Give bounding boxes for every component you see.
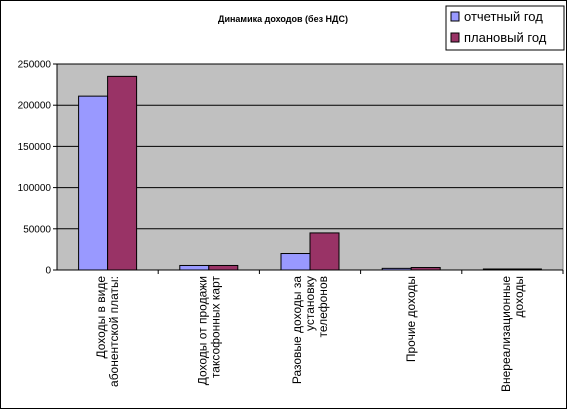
chart-title: Динамика доходов (без НДС)	[218, 14, 348, 24]
y-tick-label: 250000	[18, 60, 52, 71]
category-label-line: Доходы в виде	[94, 276, 108, 359]
legend-box	[445, 5, 565, 51]
bar-reporting-year	[280, 253, 311, 271]
bar-reporting-year	[78, 95, 109, 271]
category-label-line: Разовые доходы за	[290, 276, 304, 384]
y-tick-label: 50000	[23, 224, 51, 235]
category-label-line: таксофонных карт	[208, 276, 222, 379]
legend-label: отчетный год	[464, 9, 543, 24]
bar-reporting-year	[381, 267, 412, 271]
category-label-line: Прочие доходы	[404, 276, 418, 362]
bar-planned-year	[208, 264, 239, 271]
category-label-line: установку	[303, 276, 317, 331]
legend-swatch	[450, 32, 460, 43]
category-label-line: телефонов	[316, 276, 330, 338]
category-label-line: абонентской платы:	[107, 276, 121, 387]
bar-reporting-year	[482, 268, 513, 271]
bar-planned-year	[410, 267, 441, 271]
legend-label: плановый год	[464, 30, 547, 45]
category-label-line: Доходы от продажи	[195, 276, 209, 385]
y-tick-label: 200000	[18, 101, 52, 112]
y-tick-label: 0	[45, 266, 51, 277]
category-label-line: Внереализационные	[499, 276, 513, 392]
y-tick-label: 100000	[18, 183, 52, 194]
category-label: Внереализационныедоходы	[499, 276, 526, 392]
category-label: Прочие доходы	[404, 276, 418, 362]
legend: отчетный год плановый год	[445, 5, 565, 51]
bar-planned-year	[511, 268, 542, 271]
y-tick-label: 150000	[18, 142, 52, 153]
legend-swatch	[450, 11, 460, 22]
category-label-line: доходы	[512, 276, 526, 317]
category-label: Разовые доходы заустановкутелефонов	[290, 276, 330, 384]
bar-planned-year	[107, 75, 138, 271]
plot-area: 0 50000 100000 150000 200000 250000 Доходы в в…	[18, 60, 564, 392]
bar-reporting-year	[179, 264, 210, 271]
category-label: Доходы в видеабонентской платы:	[94, 276, 121, 387]
category-label: Доходы от продажитаксофонных карт	[195, 276, 222, 386]
bar-planned-year	[309, 232, 340, 271]
